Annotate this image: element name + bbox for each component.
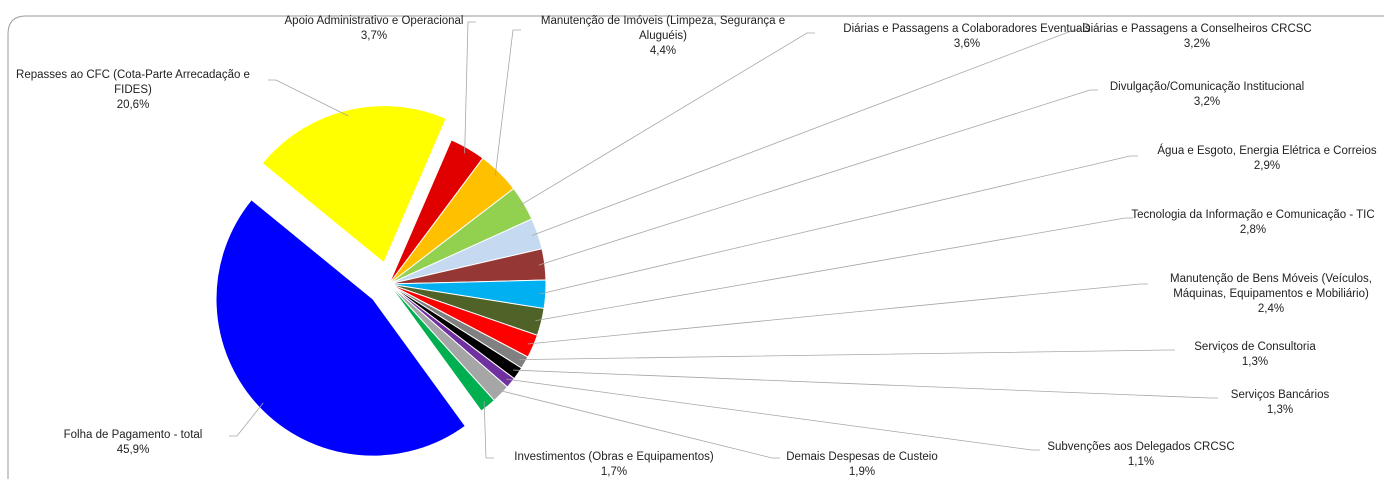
slice-label-6: Diárias e Passagens a Conselheiros CRCSC… <box>1082 23 1311 50</box>
slice-label-8: Água e Esgoto, Energia Elétrica e Correi… <box>1157 144 1377 172</box>
pie-slice-2 <box>261 105 447 264</box>
slice-percent: 1,9% <box>849 466 875 478</box>
slice-percent: 2,9% <box>1254 160 1280 172</box>
slice-percent: 3,2% <box>1184 38 1210 50</box>
slice-label-7: Divulgação/Comunicação Institucional 3,2% <box>1110 81 1304 108</box>
slice-label-line: Tecnologia da Informação e Comunicação -… <box>1131 209 1374 221</box>
slice-label-line: Folha de Pagamento - total <box>64 429 203 441</box>
slice-percent: 1,3% <box>1242 356 1268 368</box>
slice-percent: 3,6% <box>954 38 980 50</box>
slice-label-1: Folha de Pagamento - total 45,9% <box>64 429 203 456</box>
slice-label-2: Repasses ao CFC (Cota-Parte Arrecadação … <box>16 69 250 111</box>
leader-line-1 <box>229 402 264 437</box>
slice-label-9: Tecnologia da Informação e Comunicação -… <box>1131 209 1374 236</box>
slice-label-12: Serviços Bancários 1,3% <box>1231 389 1330 416</box>
slice-label-11: Serviços de Consultoria 1,3% <box>1194 341 1316 368</box>
slice-percent: 4,4% <box>650 45 676 57</box>
slice-percent: 3,7% <box>361 30 387 42</box>
slice-label-line: Máquinas, Equipamentos e Mobiliário) <box>1173 288 1369 300</box>
leader-line-8 <box>539 155 1138 295</box>
slice-label-line: Repasses ao CFC (Cota-Parte Arrecadação … <box>16 69 250 81</box>
slice-label-line: Diárias e Passagens a Colaboradores Even… <box>843 23 1091 35</box>
slice-label-line: Aluguéis) <box>639 30 687 42</box>
leader-line-15 <box>483 401 494 459</box>
leader-line-2 <box>268 79 349 117</box>
leader-line-6 <box>531 29 1082 236</box>
slice-label-line: Apoio Administrativo e Operacional <box>285 15 464 27</box>
slice-percent: 2,8% <box>1240 224 1266 236</box>
slice-label-line: Subvenções aos Delegados CRCSC <box>1047 441 1234 453</box>
labels-layer: Folha de Pagamento - total 45,9% Repasses … <box>16 15 1377 478</box>
slice-label-line: FIDES) <box>114 84 152 96</box>
leader-line-9 <box>535 217 1133 322</box>
slice-label-line: Manutenção de Imóveis (Limpeza, Seguranç… <box>541 15 785 27</box>
leader-line-10 <box>527 283 1148 345</box>
pie-slice-15 <box>388 283 496 412</box>
slice-label-13: Subvenções aos Delegados CRCSC 1,1% <box>1047 441 1234 468</box>
leader-line-3 <box>464 21 476 154</box>
slice-label-line: Serviços Bancários <box>1231 389 1330 401</box>
slice-label-3: Apoio Administrativo e Operacional 3,7% <box>285 15 464 42</box>
slice-label-15: Investimentos (Obras e Equipamentos) 1,7% <box>514 451 714 478</box>
chart-border <box>7 15 1384 479</box>
slice-label-line: Investimentos (Obras e Equipamentos) <box>514 451 714 463</box>
slices-layer <box>215 105 547 457</box>
slice-label-line: Manutenção de Bens Móveis (Veículos, <box>1170 273 1372 285</box>
slice-label-line: Água e Esgoto, Energia Elétrica e Correi… <box>1157 144 1377 157</box>
leader-line-13 <box>506 378 1040 451</box>
slice-percent: 1,1% <box>1128 456 1154 468</box>
leader-line-4 <box>494 29 521 177</box>
slice-percent: 1,7% <box>601 466 627 478</box>
leader-line-7 <box>538 89 1098 266</box>
slice-label-line: Divulgação/Comunicação Institucional <box>1110 81 1304 93</box>
slice-percent: 3,2% <box>1194 96 1220 108</box>
slice-percent: 20,6% <box>117 99 150 111</box>
slice-label-line: Diárias e Passagens a Conselheiros CRCSC <box>1082 23 1311 35</box>
slice-percent: 45,9% <box>117 444 150 456</box>
leader-lines-layer <box>229 21 1218 459</box>
slice-label-line: Demais Despesas de Custeio <box>786 451 938 463</box>
slice-percent: 2,4% <box>1258 303 1284 315</box>
slice-label-10: Manutenção de Bens Móveis (Veículos, Máqu… <box>1170 273 1372 315</box>
slice-percent: 1,3% <box>1267 404 1293 416</box>
leader-line-14 <box>496 389 780 459</box>
slice-label-4: Manutenção de Imóveis (Limpeza, Seguranç… <box>541 15 785 57</box>
slice-label-5: Diárias e Passagens a Colaboradores Even… <box>843 23 1091 50</box>
leader-line-5 <box>518 32 815 207</box>
slice-label-14: Demais Despesas de Custeio 1,9% <box>786 451 938 478</box>
slice-label-line: Serviços de Consultoria <box>1194 341 1316 353</box>
pie-slice-1 <box>215 199 466 457</box>
leader-line-12 <box>513 369 1218 399</box>
leader-line-11 <box>519 349 1175 361</box>
